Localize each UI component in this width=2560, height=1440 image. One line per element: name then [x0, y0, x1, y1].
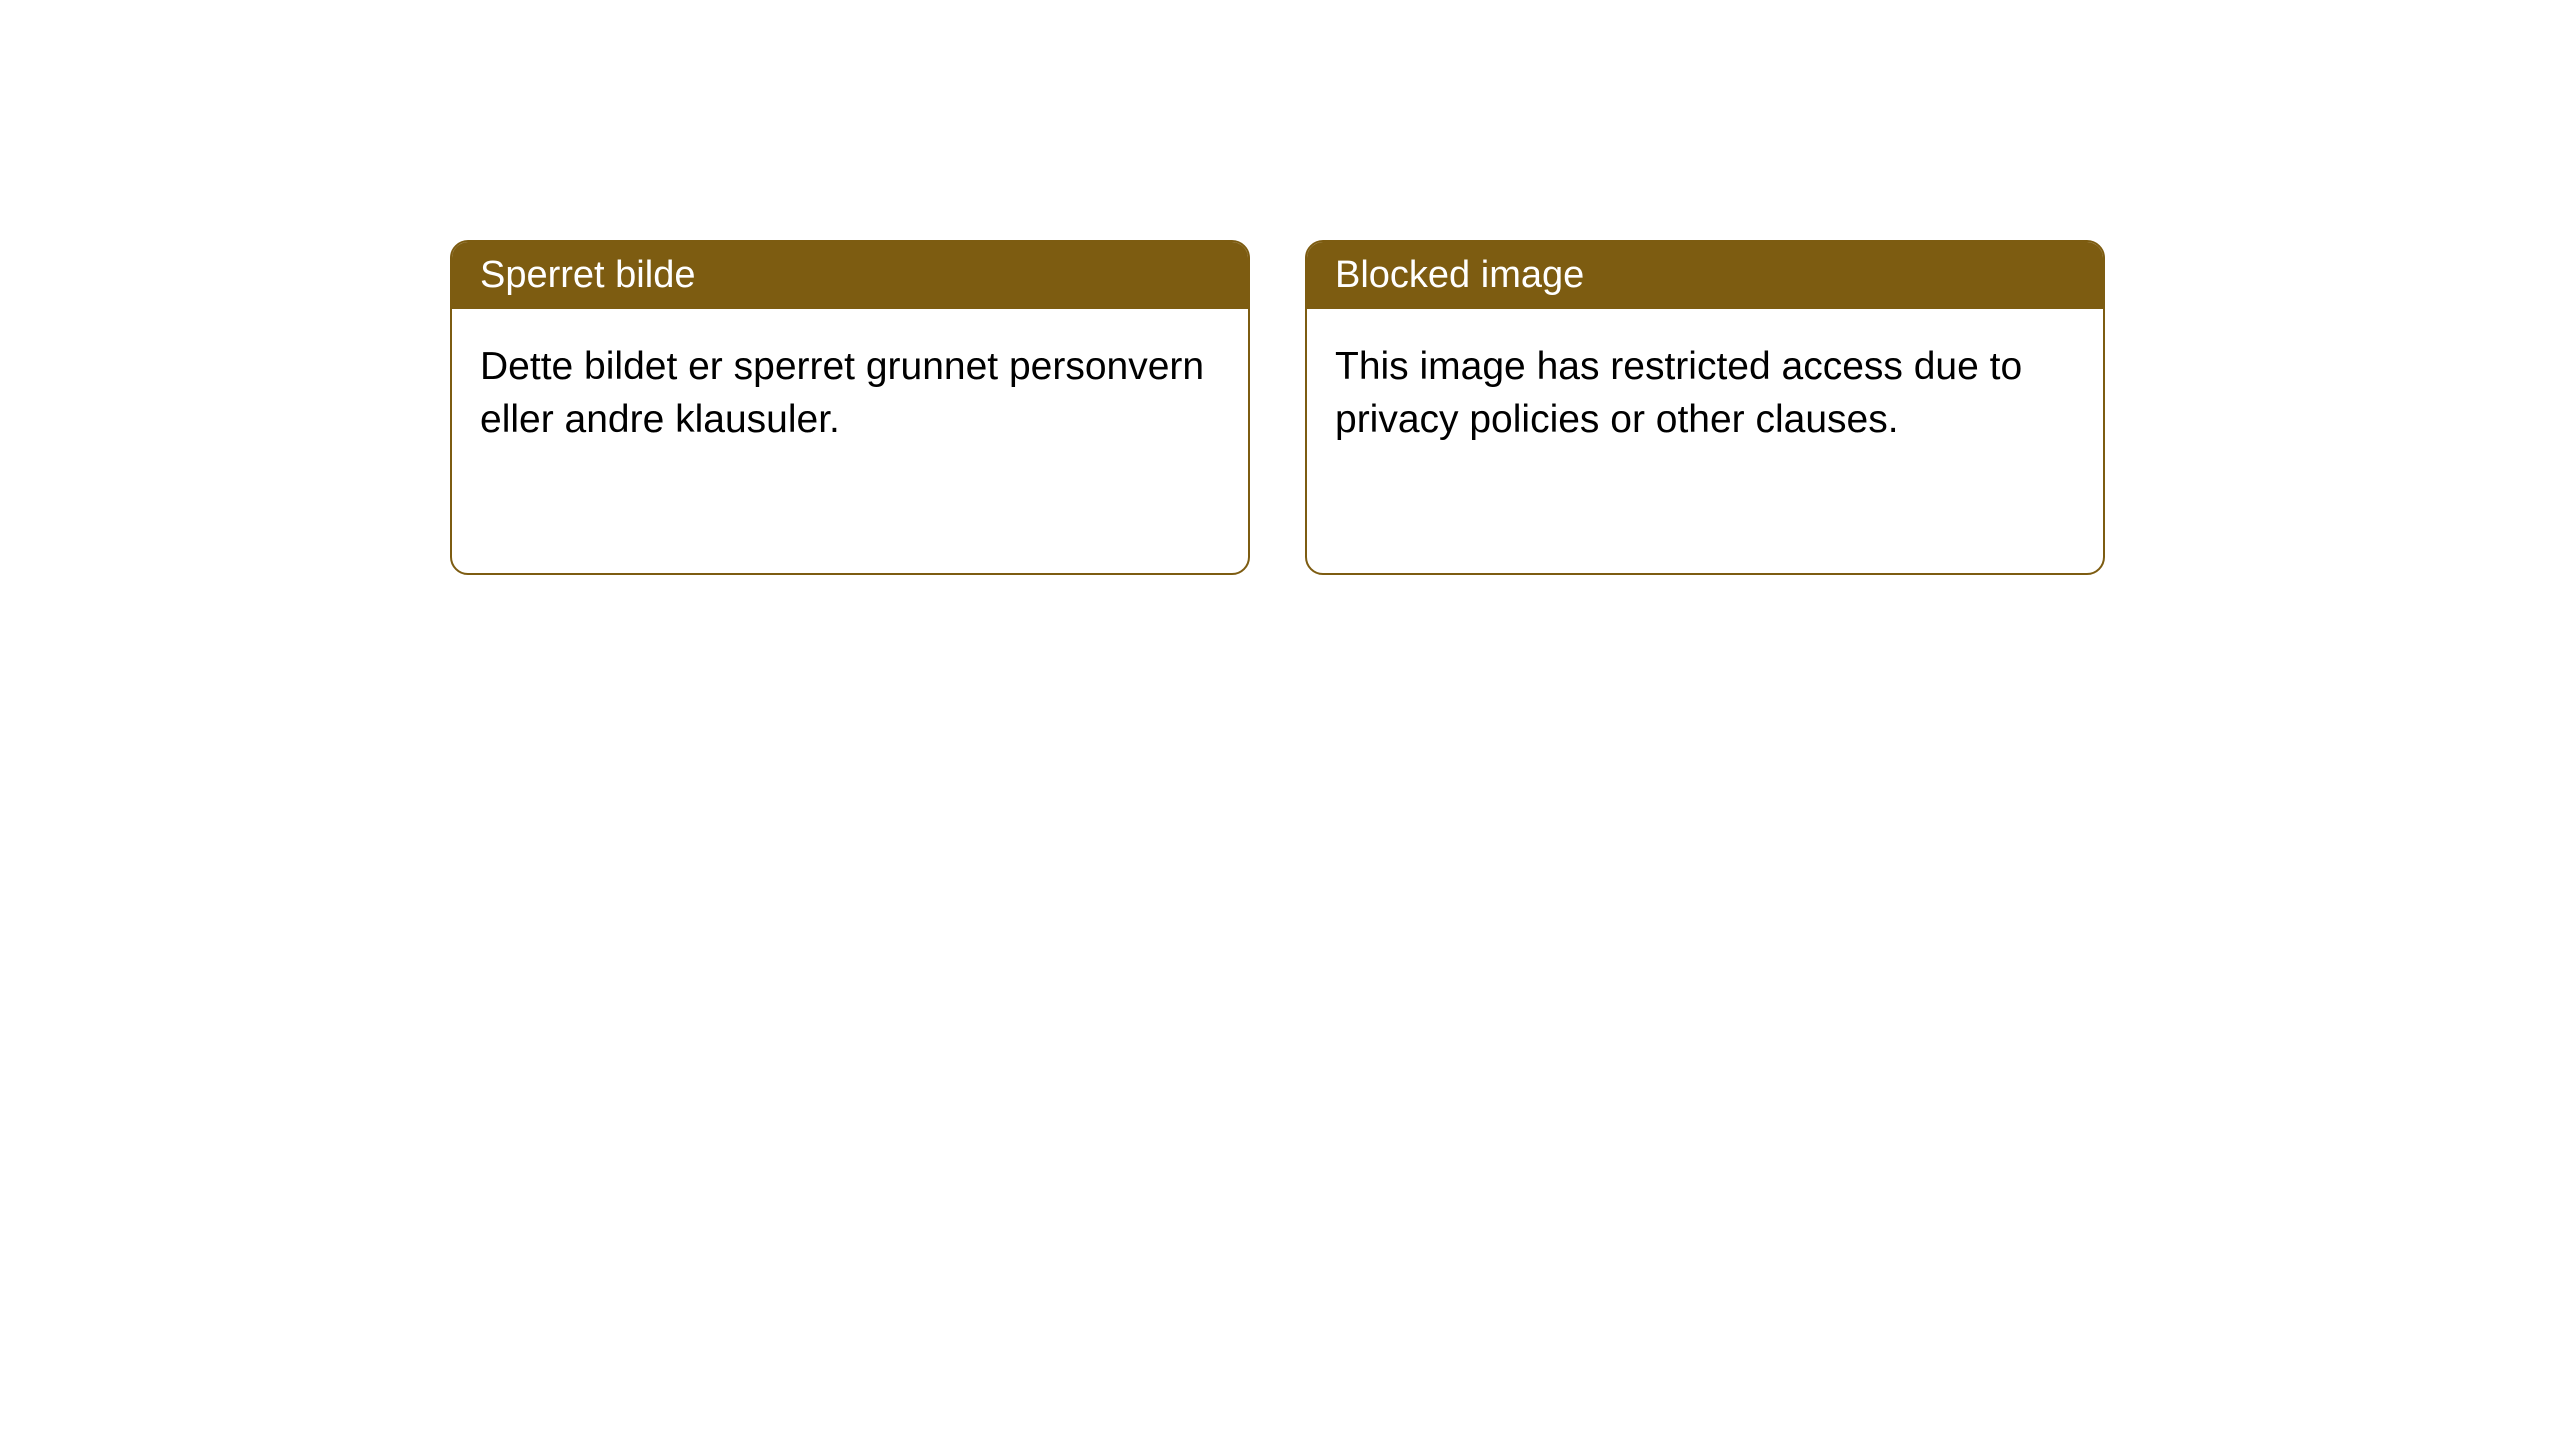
card-body-english: This image has restricted access due to …: [1307, 309, 2103, 478]
card-text-english: This image has restricted access due to …: [1335, 345, 2022, 441]
card-body-norwegian: Dette bildet er sperret grunnet personve…: [452, 309, 1248, 478]
card-header-english: Blocked image: [1307, 242, 2103, 309]
card-text-norwegian: Dette bildet er sperret grunnet personve…: [480, 345, 1204, 441]
notice-container: Sperret bilde Dette bildet er sperret gr…: [450, 240, 2105, 575]
card-header-norwegian: Sperret bilde: [452, 242, 1248, 309]
notice-card-english: Blocked image This image has restricted …: [1305, 240, 2105, 575]
card-title-norwegian: Sperret bilde: [480, 254, 695, 296]
notice-card-norwegian: Sperret bilde Dette bildet er sperret gr…: [450, 240, 1250, 575]
card-title-english: Blocked image: [1335, 254, 1584, 296]
